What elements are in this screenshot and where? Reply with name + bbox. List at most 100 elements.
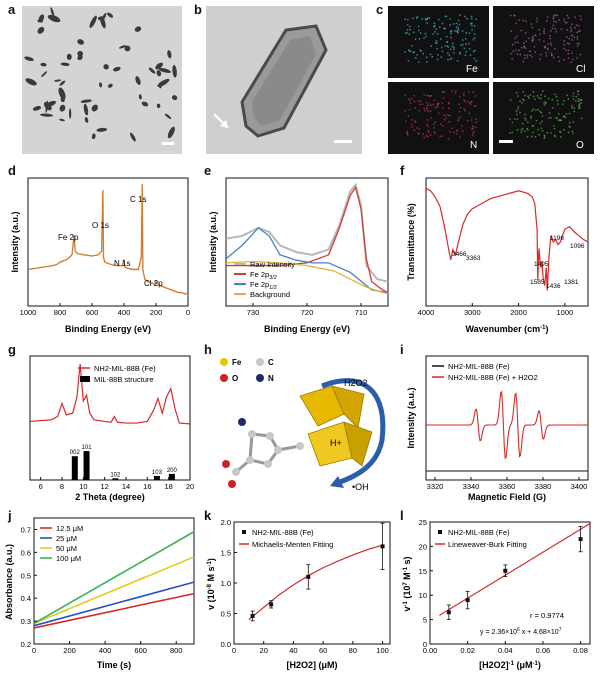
eds-signal-dot — [453, 51, 455, 54]
eds-signal-dot — [419, 100, 422, 102]
eds-signal-dot — [414, 107, 417, 109]
eds-signal-dot — [430, 94, 432, 97]
eds-signal-dot — [434, 106, 437, 109]
eds-signal-dot — [545, 52, 547, 54]
eds-signal-dot — [457, 118, 460, 120]
eds-signal-dot — [543, 32, 545, 34]
eds-signal-dot — [452, 23, 455, 25]
x-tick-label: 0 — [32, 646, 36, 655]
eds-signal-dot — [529, 50, 531, 53]
x-tick-label: 3380 — [535, 482, 552, 491]
eds-signal-dot — [463, 94, 465, 97]
label-h-plus: H+ — [330, 438, 342, 448]
annot-1096: 1096 — [570, 243, 585, 250]
eds-signal-dot — [464, 100, 466, 103]
eds-signal-dot — [534, 34, 536, 37]
eds-signal-dot — [404, 109, 406, 112]
eds-signal-dot — [535, 20, 538, 23]
eds-signal-dot — [459, 136, 461, 139]
eds-signal-dot — [570, 61, 572, 64]
legend-nh2: NH2-MIL-88B (Fe) — [94, 364, 156, 373]
reference-bar-label: 002 — [70, 450, 81, 456]
eds-signal-dot — [418, 29, 420, 32]
eds-label-n: N — [470, 140, 477, 151]
eds-signal-dot — [522, 98, 524, 101]
nanoparticle — [77, 50, 84, 57]
eds-signal-dot — [452, 46, 455, 49]
eds-signal-dot — [521, 127, 524, 130]
eds-signal-dot — [567, 131, 570, 134]
eds-signal-dot — [430, 45, 432, 47]
eds-signal-dot — [518, 19, 520, 21]
y-tick-label: 0.5 — [221, 610, 231, 619]
eds-signal-dot — [456, 130, 458, 132]
eds-signal-dot — [409, 102, 412, 104]
eds-signal-dot — [407, 98, 410, 100]
eds-signal-dot — [524, 57, 526, 60]
eds-signal-dot — [524, 31, 527, 34]
atom-o-icon — [220, 374, 228, 382]
eds-signal-dot — [473, 37, 476, 39]
eds-signal-dot — [432, 33, 435, 35]
eds-signal-dot — [545, 55, 548, 57]
eds-signal-dot — [532, 38, 535, 41]
eds-signal-dot — [438, 112, 440, 115]
eds-signal-dot — [537, 128, 539, 131]
eds-signal-dot — [534, 136, 537, 138]
y-tick-label: 1.5 — [221, 549, 231, 558]
nanoparticle — [37, 19, 44, 23]
kinetic-line-2 — [33, 556, 195, 625]
eds-signal-dot — [413, 100, 416, 103]
xrd-pattern-line — [29, 364, 191, 425]
y-tick-label: 20 — [419, 542, 427, 551]
eds-signal-dot — [524, 130, 526, 133]
eds-signal-dot — [572, 95, 574, 97]
eds-signal-dot — [475, 118, 478, 121]
eds-signal-dot — [580, 117, 583, 120]
eds-signal-dot — [543, 40, 545, 43]
x-tick-label: 400 — [118, 308, 131, 317]
panel-label-a: a — [8, 2, 16, 17]
data-point — [503, 568, 508, 573]
eds-signal-dot — [532, 95, 535, 98]
eds-signal-dot — [527, 121, 529, 124]
eds-signal-dot — [458, 110, 461, 113]
eds-signal-dot — [521, 102, 523, 104]
eds-signal-dot — [559, 131, 562, 133]
x-tick-label: 4000 — [418, 308, 435, 317]
eds-signal-dot — [544, 136, 546, 138]
eds-signal-dot — [418, 128, 421, 130]
eds-signal-dot — [524, 47, 527, 49]
eds-signal-dot — [441, 50, 444, 53]
michaelis-menten-chart: 0 20 40 60 80 100 0.0 0.5 1.0 1.5 2.0 NH2-MIL-88B … — [206, 518, 391, 670]
eds-signal-dot — [568, 37, 570, 40]
x-tick-label: 0.08 — [573, 646, 588, 655]
eds-signal-dot — [441, 46, 443, 49]
eds-signal-dot — [404, 51, 406, 53]
eds-signal-dot — [406, 23, 409, 26]
annot-3466: 3466 — [452, 251, 467, 258]
eds-signal-dot — [563, 58, 565, 61]
x-tick-label: 3320 — [427, 482, 444, 491]
eds-signal-dot — [579, 15, 582, 17]
legend-raw: Raw Intensity — [250, 260, 295, 269]
eds-signal-dot — [420, 50, 422, 52]
eds-signal-dot — [453, 131, 455, 134]
eds-signal-dot — [455, 90, 457, 93]
label-h2o2: H2O2 — [344, 378, 368, 388]
eds-signal-dot — [555, 116, 558, 119]
eds-signal-dot — [567, 57, 570, 60]
x-axis-label: Binding Energy (eV) — [264, 324, 350, 334]
eds-signal-dot — [433, 123, 435, 125]
eds-signal-dot — [532, 108, 535, 110]
legend-control: NH2-MIL-88B (Fe) — [448, 362, 510, 371]
eds-signal-dot — [434, 121, 437, 123]
eds-signal-dot — [437, 102, 440, 105]
eds-signal-dot — [473, 57, 476, 60]
y-axis-label: v (10-8 M s-1) — [206, 558, 216, 610]
eds-signal-dot — [428, 94, 430, 97]
eds-signal-dot — [412, 51, 414, 53]
eds-signal-dot — [515, 92, 518, 94]
eds-signal-dot — [556, 14, 559, 16]
